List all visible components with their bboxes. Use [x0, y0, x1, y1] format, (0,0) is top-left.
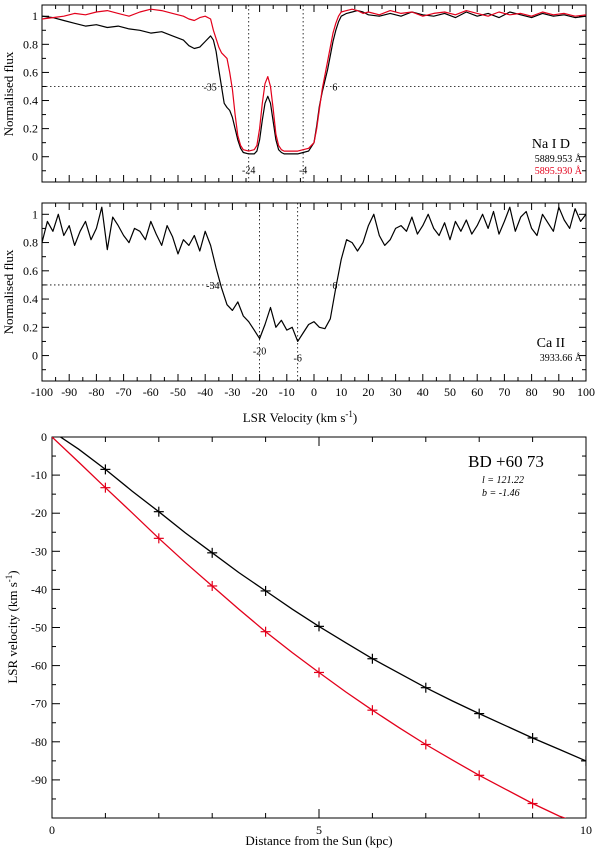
caii-plot-frame [41, 202, 587, 382]
panel-caii: -100 -90 -80 -70 -60 -50 -40 -30 -20 -10 0 10 20 30 40… [1, 202, 595, 425]
nai-legend-line-1: 5889.953 Å [535, 153, 583, 165]
rotation-y-tick-label: -80 [31, 735, 47, 749]
caii-x-tick-label: 90 [553, 385, 565, 399]
caii-x-tick-label: -50 [170, 385, 186, 399]
nai-velocity-annotation: -35 [203, 82, 216, 93]
panel-rotation: 0 5 10 0 -10 -20 -30 -40 -50 -60 -70 -80 -90 BD +60 … [4, 430, 592, 848]
rotation-series [52, 437, 586, 818]
rotation-x-tick-label: 0 [49, 823, 55, 837]
caii-x-tick-label: -40 [197, 385, 213, 399]
caii-x-tick-label: 70 [498, 385, 510, 399]
caii-x-tick-label: -30 [224, 385, 240, 399]
caii-legend-line-1: 3933.66 Å [540, 352, 583, 364]
rotation-y-tick-label: -90 [31, 773, 47, 787]
rotation-y-tick-label: -50 [31, 621, 47, 635]
caii-velocity-annotation: -20 [253, 346, 266, 357]
caii-x-tick-label: -20 [252, 385, 268, 399]
caii-x-tick-label: 30 [390, 385, 402, 399]
rotation-y-tick-label: -30 [31, 544, 47, 558]
caii-x-axis-label-main: LSR Velocity (km s [243, 410, 346, 425]
caii-species-label: Ca II [537, 336, 566, 351]
nai-series-1 [41, 10, 587, 155]
nai-y-tick-label: 0 [32, 150, 38, 164]
rotation-y-axis-label-tail: ) [5, 570, 20, 574]
nai-guides [42, 5, 586, 182]
rotation-x-tick-label: 10 [580, 823, 592, 837]
nai-y-tick-label: 0.6 [23, 65, 38, 79]
caii-x-tick-label: 100 [577, 385, 595, 399]
nai-velocity-annotation: 6 [332, 82, 337, 93]
caii-x-tick-label: 50 [444, 385, 456, 399]
nai-series-2 [41, 8, 587, 152]
caii-y-tick-label: 0.6 [23, 264, 38, 278]
caii-x-tick-label: 80 [526, 385, 538, 399]
rotation-galactic-l: l = 121.22 [482, 475, 524, 486]
caii-y-tick-label: 0.2 [23, 320, 38, 334]
rotation-y-tick-label: -60 [31, 659, 47, 673]
caii-x-tick-label: 10 [335, 385, 347, 399]
caii-x-tick-label: 60 [471, 385, 483, 399]
caii-guides [42, 203, 586, 381]
caii-y-tick-label: 1 [32, 207, 38, 221]
rotation-y-tick-label: -40 [31, 582, 47, 596]
caii-x-tick-label: -70 [116, 385, 132, 399]
nai-velocity-annotation: -4 [299, 166, 307, 177]
nai-plot-frame [41, 4, 587, 183]
caii-y-tick-label: 0.4 [23, 292, 38, 306]
rotation-galactic-b: b = -1.46 [482, 488, 520, 499]
caii-x-axis-label: LSR Velocity (km s-1) [243, 409, 358, 425]
nai-y-tick-label: 0.2 [23, 122, 38, 136]
caii-series [41, 206, 587, 342]
caii-x-tick-label: -90 [61, 385, 77, 399]
caii-velocity-annotation: -34 [206, 281, 219, 292]
nai-y-tick-label: 0.8 [23, 37, 38, 51]
panel-nai: 0 0.2 0.4 0.6 0.8 1 -35 6 -24 -4 Normalised flux… [1, 4, 587, 183]
rotation-y-axis-label: LSR velocity (km s-1) [4, 570, 20, 683]
nai-series [41, 8, 587, 155]
caii-x-tick-label: 0 [311, 385, 317, 399]
caii-x-tick-label: -80 [88, 385, 104, 399]
caii-x-tick-label: -100 [31, 385, 53, 399]
rotation-y-tick-label: 0 [41, 430, 47, 444]
caii-x-tick-label: -60 [143, 385, 159, 399]
rotation-title: BD +60 73 [468, 452, 544, 471]
nai-y-axis-label: Normalised flux [1, 51, 16, 136]
caii-y-tick-label: 0 [32, 349, 38, 363]
rotation-x-tick-label: 5 [316, 823, 322, 837]
caii-x-tick-label: 40 [417, 385, 429, 399]
caii-x-axis-label-tail: ) [353, 410, 357, 425]
rotation-y-tick-label: -70 [31, 697, 47, 711]
nai-annotations: -35 6 -24 -4 [203, 82, 337, 176]
nai-y-tick-label: 0.4 [23, 94, 38, 108]
caii-x-axis-label-sup: -1 [345, 409, 353, 419]
nai-species-label: Na I D [532, 137, 570, 152]
nai-legend-line-2: 5895.930 Å [535, 165, 583, 177]
rotation-y-tick-label: -10 [31, 468, 47, 482]
caii-x-tick-label: 20 [362, 385, 374, 399]
caii-ticks: -100 -90 -80 -70 -60 -50 -40 -30 -20 -10 0 10 20 30 40… [23, 203, 595, 399]
rotation-y-axis-label-sup: -1 [4, 575, 14, 583]
rotation-y-tick-label: -20 [31, 506, 47, 520]
caii-x-tick-label: -10 [279, 385, 295, 399]
nai-ticks: 0 0.2 0.4 0.6 0.8 1 [23, 5, 587, 182]
caii-velocity-annotation: 6 [332, 281, 337, 292]
nai-y-tick-label: 1 [32, 9, 38, 23]
caii-y-tick-label: 0.8 [23, 236, 38, 250]
caii-velocity-annotation: -6 [294, 353, 302, 364]
rotation-x-axis-label: Distance from the Sun (kpc) [245, 833, 392, 848]
nai-velocity-annotation: -24 [242, 166, 255, 177]
rotation-ticks: 0 5 10 0 -10 -20 -30 -40 -50 -60 -70 -80 -90 [31, 430, 592, 837]
caii-series-1 [41, 206, 587, 342]
caii-annotations: -34 6 -20 -6 [206, 281, 337, 364]
rotation-y-axis-label-main: LSR velocity (km s [5, 582, 20, 683]
caii-y-axis-label: Normalised flux [1, 249, 16, 334]
